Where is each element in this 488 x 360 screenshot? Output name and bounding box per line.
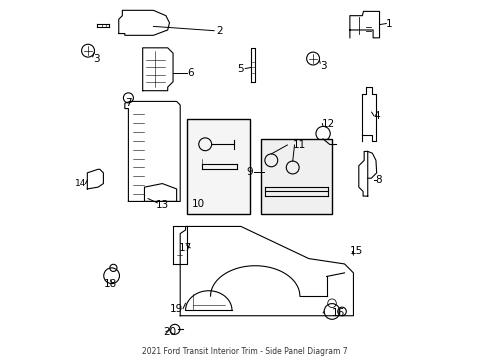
Text: 17: 17 bbox=[179, 243, 192, 253]
Text: 20: 20 bbox=[163, 327, 176, 337]
Text: 5: 5 bbox=[237, 64, 244, 73]
Text: 14: 14 bbox=[75, 179, 86, 188]
Text: 16: 16 bbox=[331, 308, 344, 318]
Text: 4: 4 bbox=[373, 111, 379, 121]
FancyBboxPatch shape bbox=[187, 119, 249, 214]
Text: 13: 13 bbox=[155, 200, 169, 210]
Text: 7: 7 bbox=[125, 98, 131, 108]
Text: 3: 3 bbox=[93, 54, 100, 64]
Text: 19: 19 bbox=[170, 303, 183, 314]
Text: 9: 9 bbox=[246, 167, 253, 177]
Text: 10: 10 bbox=[191, 199, 204, 209]
Text: 12: 12 bbox=[321, 118, 334, 129]
Text: 18: 18 bbox=[104, 279, 117, 289]
Text: 2021 Ford Transit Interior Trim - Side Panel Diagram 7: 2021 Ford Transit Interior Trim - Side P… bbox=[142, 347, 346, 356]
Text: 8: 8 bbox=[374, 175, 381, 185]
Text: 3: 3 bbox=[320, 61, 326, 71]
Text: 11: 11 bbox=[293, 140, 306, 150]
Text: 2: 2 bbox=[216, 26, 223, 36]
FancyBboxPatch shape bbox=[260, 139, 331, 214]
Text: 15: 15 bbox=[348, 247, 362, 256]
Text: 1: 1 bbox=[385, 18, 392, 28]
Text: 6: 6 bbox=[187, 68, 194, 78]
